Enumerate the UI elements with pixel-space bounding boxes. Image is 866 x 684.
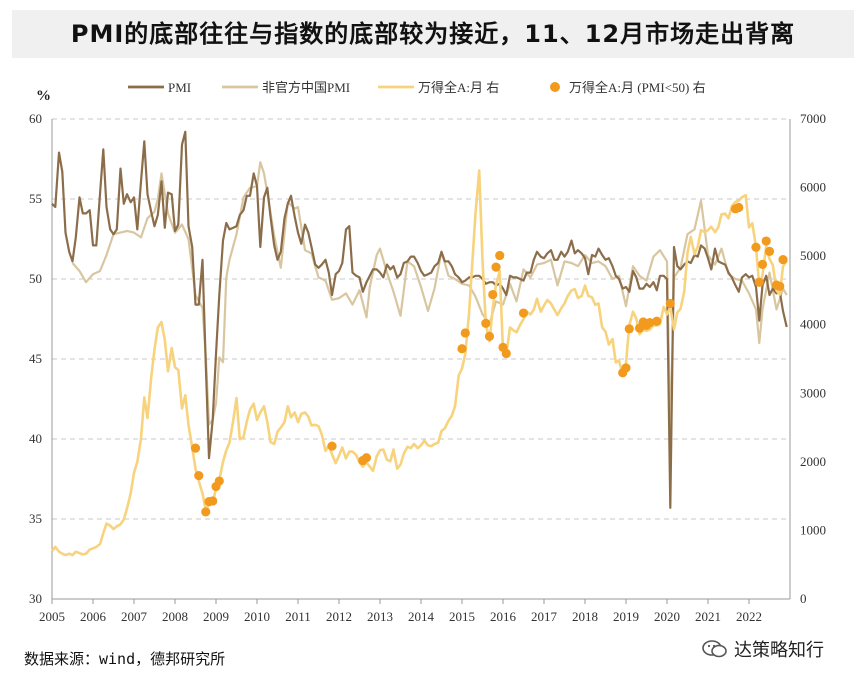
scatter-point — [645, 318, 655, 328]
x-tick-label: 2018 — [572, 609, 598, 624]
scatter-point — [624, 324, 634, 334]
y-left-tick-label: 50 — [29, 271, 42, 286]
scatter-point — [761, 236, 771, 246]
x-tick-label: 2021 — [695, 609, 721, 624]
x-tick-label: 2019 — [613, 609, 639, 624]
x-tick-label: 2017 — [531, 609, 558, 624]
scatter-point — [194, 470, 204, 481]
scatter-point — [190, 443, 201, 453]
x-tick-label: 2010 — [244, 609, 270, 624]
source-note: 数据来源：wind，德邦研究所 — [24, 650, 226, 668]
scatter-point — [495, 250, 505, 261]
left-axis-unit: % — [36, 88, 51, 104]
chart-title: PMI的底部往往与指数的底部较为接近，11、12月市场走出背离 — [70, 20, 796, 48]
scatter-point — [734, 202, 744, 213]
scatter-point — [361, 453, 372, 463]
scatter-point — [778, 254, 788, 265]
wechat-icon — [702, 640, 727, 658]
legend-label: 万得全A:月 (PMI<50) 右 — [569, 80, 706, 95]
x-tick-label: 2020 — [654, 609, 680, 624]
scatter-point — [214, 476, 224, 486]
y-right-tick-label: 7000 — [800, 111, 826, 126]
scatter-point — [775, 281, 785, 291]
tick-labels: 30 35 40 45 50 55 60 0 1000 2000 3000 4000 5000 6000 7… — [29, 111, 826, 624]
y-left-tick-label: 60 — [29, 111, 42, 126]
scatter-point — [488, 289, 498, 300]
axes — [51, 119, 791, 604]
y-right-tick-label: 3000 — [800, 385, 826, 400]
x-tick-label: 2006 — [80, 609, 107, 624]
series-line-wande-all-a — [50, 169, 788, 557]
x-tick-label: 2011 — [285, 609, 311, 624]
y-left-tick-label: 45 — [29, 351, 42, 366]
title-bar: PMI的底部往往与指数的底部较为接近，11、12月市场走出背离 — [12, 10, 854, 58]
y-right-tick-label: 1000 — [800, 522, 826, 537]
y-right-tick-label: 4000 — [800, 317, 826, 332]
x-tick-label: 2008 — [162, 609, 188, 624]
scatter-point — [501, 348, 511, 359]
scatter-point — [757, 259, 768, 269]
scatter-point — [460, 328, 470, 338]
legend-label: 非官方中国PMI — [262, 80, 350, 95]
x-tick-label: 2016 — [490, 609, 517, 624]
y-left-tick-label: 40 — [29, 431, 42, 446]
scatter-point — [201, 507, 211, 517]
scatter-point — [751, 242, 761, 252]
series-dots-wande-pmi-below-50 — [190, 202, 788, 517]
legend-label: PMI — [168, 80, 191, 95]
y-right-tick-label: 0 — [800, 591, 807, 606]
series-line-pmi — [51, 130, 788, 509]
x-tick-label: 2015 — [449, 609, 475, 624]
x-tick-label: 2005 — [39, 609, 65, 624]
scatter-point — [621, 363, 631, 373]
scatter-point — [754, 277, 764, 287]
y-right-tick-label: 5000 — [800, 248, 826, 263]
y-right-tick-label: 2000 — [800, 454, 826, 469]
scatter-point — [481, 318, 491, 328]
scatter-point — [652, 316, 662, 326]
scatter-point — [327, 441, 337, 451]
legend-swatch — [550, 82, 560, 92]
y-left-tick-label: 35 — [29, 511, 42, 526]
y-left-tick-label: 55 — [29, 191, 42, 206]
scatter-point — [518, 308, 529, 318]
legend: PMI 非官方中国PMI 万得全A:月 右 万得全A:月 (PMI<50) 右 — [128, 80, 706, 95]
watermark: 达策略知行 — [702, 636, 824, 662]
scatter-point — [208, 496, 218, 506]
scatter-point — [457, 344, 467, 354]
x-tick-label: 2014 — [408, 609, 435, 624]
scatter-point — [484, 331, 495, 341]
scatter-point — [665, 298, 675, 309]
x-tick-label: 2022 — [736, 609, 762, 624]
y-left-tick-label: 30 — [29, 591, 42, 606]
x-tick-label: 2007 — [121, 609, 148, 624]
x-tick-label: 2012 — [326, 609, 352, 624]
watermark-text: 达策略知行 — [734, 640, 824, 661]
y-right-tick-label: 6000 — [800, 180, 826, 195]
x-tick-label: 2009 — [203, 609, 229, 624]
scatter-point — [764, 246, 775, 256]
scatter-point — [491, 262, 501, 272]
x-tick-label: 2013 — [367, 609, 393, 624]
legend-label: 万得全A:月 右 — [418, 80, 499, 95]
series-layer — [50, 130, 788, 557]
